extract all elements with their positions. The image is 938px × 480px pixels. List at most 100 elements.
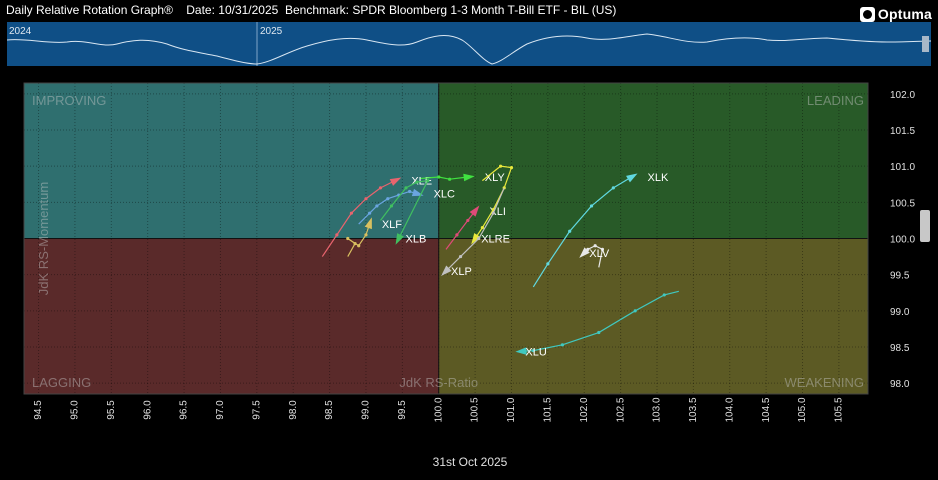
ticker-label-xlc: XLC: [434, 189, 455, 201]
trail-point-xly: [437, 175, 441, 179]
trail-point-xlre: [509, 166, 514, 170]
x-tick-label: 105.0: [797, 397, 808, 422]
trail-point-xlre: [480, 226, 484, 230]
trail-point-xlp: [477, 236, 481, 241]
x-tick-label: 103.0: [652, 397, 663, 422]
history-label-2025: 2025: [260, 26, 283, 37]
trail-point-xlc: [408, 189, 412, 194]
trail-xlf[interactable]: XLF: [346, 217, 402, 257]
trail-point-xlv: [600, 247, 605, 251]
ticker-label-xlf: XLF: [382, 219, 402, 231]
x-tick-label: 100.0: [433, 397, 444, 422]
history-timeline-strip[interactable]: 2024 2025: [7, 22, 931, 66]
trail-head-xlp[interactable]: [441, 265, 452, 276]
y-tick-label: 102.0: [890, 90, 915, 101]
trail-head-xli[interactable]: [469, 205, 480, 217]
x-tick-label: 99.0: [361, 400, 372, 420]
trail-point-xle: [335, 233, 339, 237]
x-tick-label: 100.5: [470, 397, 481, 422]
trail-line-xle: [321, 180, 396, 257]
trail-head-xlre[interactable]: [471, 232, 481, 245]
x-tick-label: 102.5: [615, 397, 626, 422]
trail-line-xlk: [532, 176, 632, 288]
trail-point-xlre: [498, 164, 503, 168]
trail-xlv[interactable]: XLV: [579, 244, 610, 268]
ticker-label-xlv: XLV: [589, 248, 610, 260]
ticker-label-xlre: XLRE: [481, 234, 510, 246]
optuma-logo: Optuma: [859, 6, 932, 22]
x-tick-label: 98.0: [288, 400, 299, 420]
history-line: [7, 33, 931, 65]
x-tick-label: 97.5: [251, 400, 262, 420]
ticker-label-xlp: XLP: [451, 266, 472, 278]
y-tick-label: 100.0: [890, 235, 915, 246]
x-tick-label: 94.5: [33, 400, 44, 420]
quadrant-lagging: [24, 238, 439, 394]
trail-xlp[interactable]: XLP: [441, 187, 505, 278]
trail-point-xlf: [346, 236, 350, 241]
ticker-label-xlb: XLB: [406, 234, 427, 246]
trail-point-xlk: [568, 229, 572, 233]
y-tick-label: 99.0: [890, 307, 910, 318]
x-tick-label: 96.5: [179, 400, 190, 420]
x-tick-label: 101.0: [506, 397, 517, 422]
trail-head-xly[interactable]: [463, 173, 475, 182]
plot-frame: [23, 82, 869, 395]
trail-xlu[interactable]: XLU: [515, 290, 679, 358]
quadrant-label-leading: LEADING: [807, 93, 864, 108]
y-tick-label: 98.5: [890, 343, 910, 354]
x-axis-label: JdK RS-Ratio: [399, 375, 478, 390]
trail-point-xlv: [593, 244, 597, 248]
quadrant-leading: [438, 83, 868, 239]
ticker-label-xlk: XLK: [648, 172, 669, 184]
vertical-scrollbar-thumb[interactable]: [920, 210, 930, 242]
x-tick-label: 102.0: [579, 397, 590, 422]
trail-point-xle: [364, 197, 368, 201]
trail-head-xlf[interactable]: [364, 217, 372, 230]
trail-point-xlk: [589, 204, 594, 208]
history-strip-background: [7, 22, 931, 66]
trail-head-xlk[interactable]: [626, 173, 638, 183]
y-tick-label: 101.5: [890, 126, 915, 137]
trail-xlb[interactable]: XLB: [380, 179, 430, 246]
quadrant-label-lagging: LAGGING: [32, 375, 91, 390]
trail-line-xlb: [380, 179, 429, 239]
chart-title: Daily Relative Rotation Graph® Date: 10/…: [6, 3, 617, 17]
history-slider-handle[interactable]: [922, 36, 929, 52]
x-tick-label: 97.0: [215, 400, 226, 420]
history-label-2024: 2024: [9, 26, 32, 37]
x-tick-label: 99.5: [397, 400, 408, 420]
y-axis-label: JdK RS-Momentum: [36, 182, 51, 295]
trail-point-xlu: [633, 309, 637, 313]
quadrant-label-improving: IMPROVING: [32, 93, 106, 108]
trail-point-xlf: [357, 244, 361, 248]
trail-point-xlk: [546, 262, 550, 266]
x-tick-label: 104.0: [724, 397, 735, 422]
trail-point-xlf: [353, 241, 357, 246]
trail-line-xly: [420, 176, 468, 180]
x-tick-label: 96.0: [142, 400, 153, 420]
trail-point-xlf: [364, 233, 368, 237]
x-tick-label: 103.5: [688, 397, 699, 422]
trail-point-xle: [349, 211, 354, 215]
x-tick-label: 104.5: [761, 397, 772, 422]
y-tick-label: 101.0: [890, 162, 915, 173]
trail-xlk[interactable]: XLK: [532, 172, 669, 288]
trail-head-xlb[interactable]: [395, 233, 404, 245]
ticker-label-xly: XLY: [485, 172, 506, 184]
trail-head-xlv[interactable]: [579, 247, 590, 258]
trail-head-xlu[interactable]: [515, 347, 527, 355]
trail-point-xlc: [368, 211, 372, 215]
trail-point-xlb: [426, 179, 430, 183]
x-tick-label: 95.5: [106, 400, 117, 420]
trail-point-xlb: [404, 186, 408, 190]
trail-point-xlu: [560, 343, 565, 347]
trail-point-xlu: [662, 293, 666, 297]
trail-point-xlk: [611, 186, 615, 190]
trail-head-xle[interactable]: [389, 177, 402, 186]
trail-point-xli: [466, 218, 470, 223]
trail-point-xly: [448, 177, 452, 181]
optuma-logo-icon: [859, 6, 875, 22]
x-tick-label: 98.5: [324, 400, 335, 420]
y-tick-label: 98.0: [890, 379, 910, 390]
